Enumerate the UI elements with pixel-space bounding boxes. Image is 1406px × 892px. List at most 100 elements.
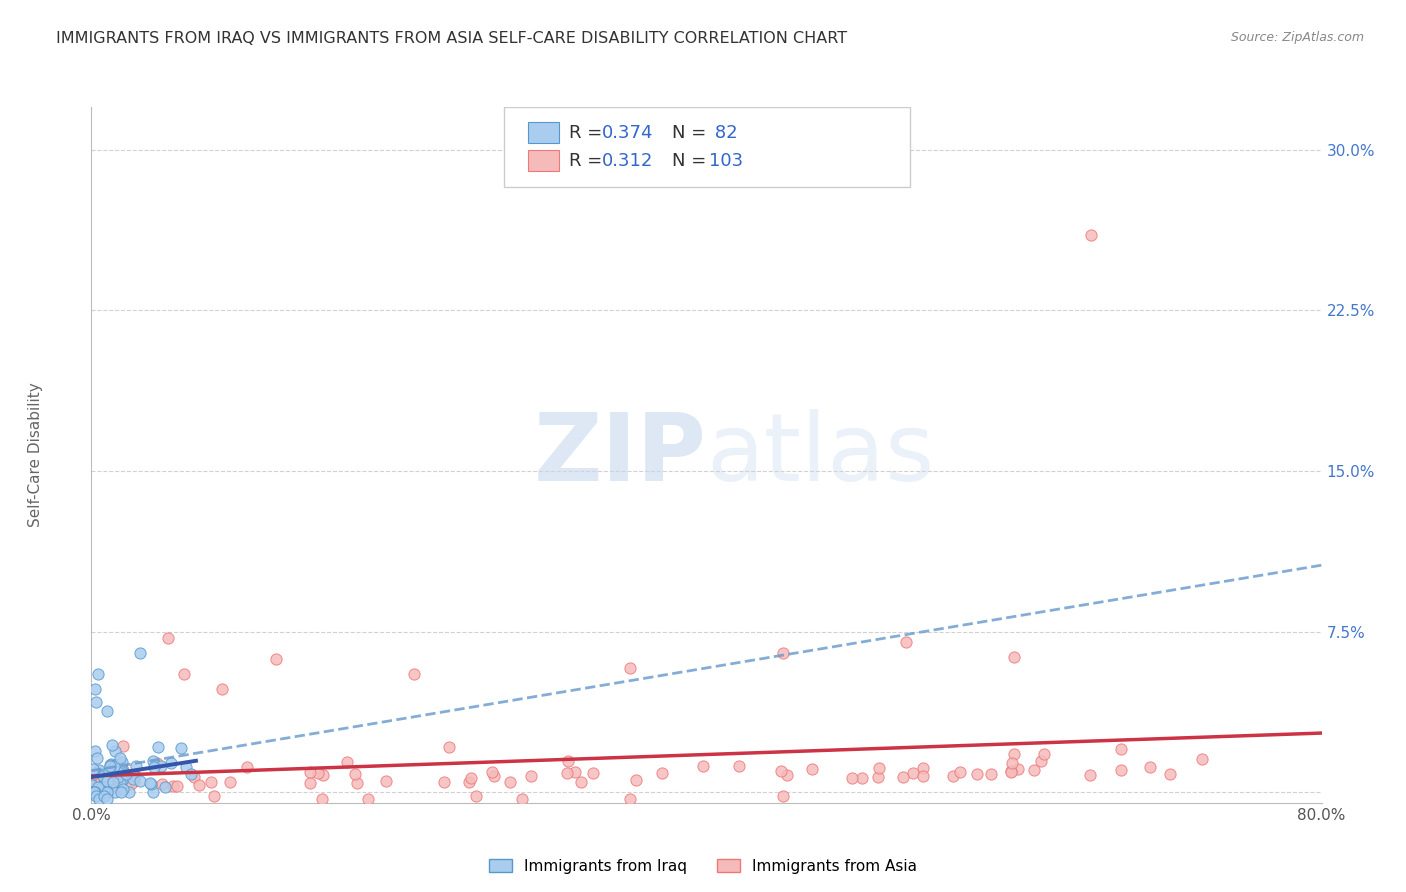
Point	[84, 771, 107, 785]
Text: atlas: atlas	[706, 409, 935, 501]
Point	[980, 767, 1002, 781]
Point	[912, 761, 935, 775]
Point	[111, 772, 134, 787]
Point	[112, 739, 135, 754]
Point	[482, 769, 505, 783]
Point	[84, 785, 107, 799]
Point	[110, 751, 132, 765]
Point	[94, 775, 117, 789]
Point	[183, 771, 205, 785]
Point	[776, 768, 799, 782]
Point	[166, 779, 188, 793]
Point	[187, 778, 209, 792]
Point	[84, 789, 107, 804]
Point	[307, 766, 329, 780]
Point	[82, 780, 104, 794]
Point	[107, 780, 129, 795]
Point	[97, 764, 120, 779]
Point	[162, 779, 184, 793]
Point	[139, 776, 162, 790]
Point	[357, 791, 380, 805]
Point	[103, 759, 125, 773]
Point	[129, 646, 152, 660]
Point	[90, 772, 112, 787]
Point	[143, 759, 166, 773]
Point	[1159, 767, 1181, 781]
Point	[582, 766, 605, 780]
Point	[891, 770, 914, 784]
Point	[101, 775, 124, 789]
Point	[120, 777, 142, 791]
Point	[439, 740, 461, 755]
Point	[104, 759, 127, 773]
Point	[1007, 762, 1029, 776]
Text: ZIP: ZIP	[534, 409, 706, 501]
Point	[86, 774, 108, 789]
Point	[236, 760, 259, 774]
Point	[851, 771, 873, 785]
Point	[157, 631, 180, 645]
Point	[298, 776, 321, 790]
Y-axis label: Self-Care Disability: Self-Care Disability	[28, 383, 42, 527]
Point	[82, 785, 104, 799]
Text: 82: 82	[709, 124, 738, 142]
Point	[211, 682, 233, 697]
Text: Source: ZipAtlas.com: Source: ZipAtlas.com	[1230, 31, 1364, 45]
Point	[912, 769, 935, 783]
Point	[264, 652, 287, 666]
Point	[84, 785, 107, 799]
Point	[1078, 768, 1101, 782]
Point	[949, 765, 972, 780]
Point	[104, 767, 127, 781]
Point	[1000, 765, 1022, 780]
Point	[769, 764, 792, 778]
Point	[86, 767, 108, 781]
Point	[174, 759, 197, 773]
Point	[125, 759, 148, 773]
Point	[110, 776, 132, 790]
Point	[110, 785, 132, 799]
Point	[901, 765, 924, 780]
Point	[1109, 741, 1132, 756]
Point	[202, 789, 225, 804]
Point	[142, 785, 165, 799]
Point	[801, 762, 824, 776]
Point	[112, 772, 135, 786]
Point	[87, 667, 110, 681]
Point	[97, 785, 120, 799]
Point	[87, 780, 110, 794]
Point	[150, 777, 173, 791]
Point	[868, 761, 890, 775]
Point	[83, 785, 105, 799]
Point	[651, 765, 673, 780]
Text: N =: N =	[672, 124, 711, 142]
Point	[841, 771, 863, 785]
Point	[374, 773, 396, 788]
Point	[93, 777, 115, 791]
Point	[82, 785, 104, 799]
Point	[83, 785, 105, 799]
Point	[481, 764, 503, 779]
Point	[83, 785, 105, 799]
Point	[96, 774, 118, 789]
Point	[96, 791, 118, 805]
Point	[772, 789, 794, 804]
Point	[571, 774, 593, 789]
Point	[82, 762, 104, 776]
Point	[84, 695, 107, 709]
Point	[129, 773, 152, 788]
Point	[433, 775, 456, 789]
Point	[98, 758, 121, 772]
Point	[91, 769, 114, 783]
Point	[457, 775, 479, 789]
Point	[619, 661, 641, 675]
Point	[91, 785, 114, 799]
Point	[86, 772, 108, 787]
Point	[1000, 764, 1022, 779]
Point	[87, 763, 110, 777]
Point	[1033, 747, 1056, 762]
Point	[1191, 752, 1213, 766]
Point	[173, 667, 195, 681]
Point	[87, 791, 110, 805]
FancyBboxPatch shape	[529, 150, 558, 171]
